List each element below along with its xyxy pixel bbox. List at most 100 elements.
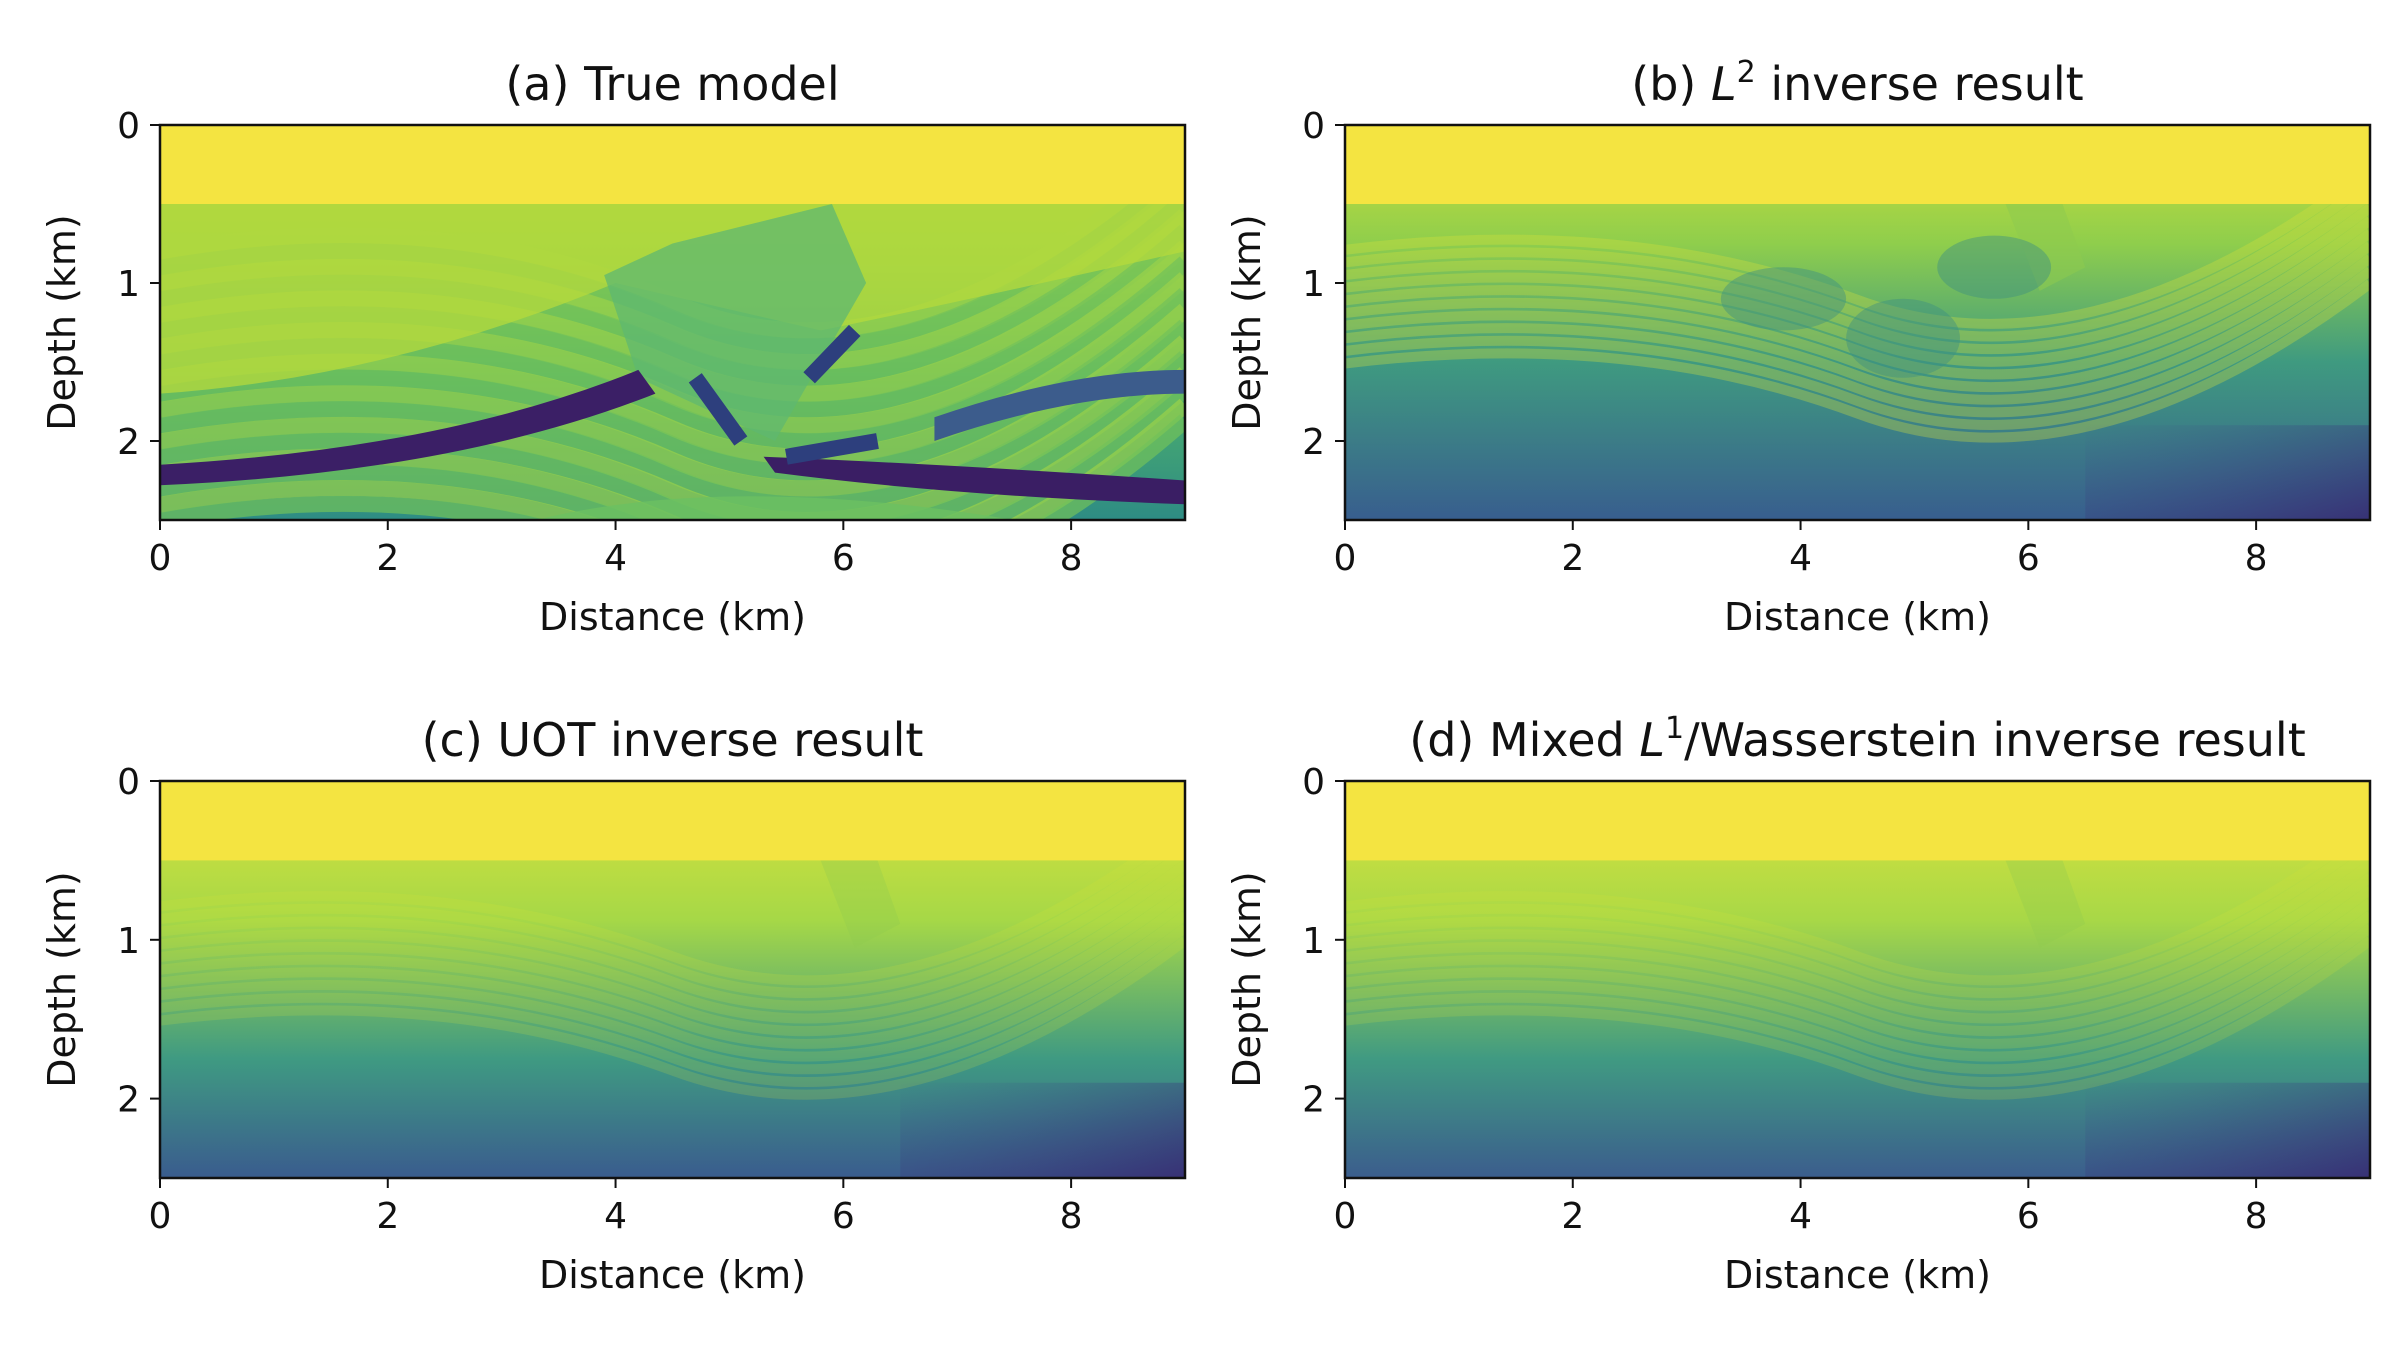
x-tick-label: 8 [2245, 538, 2268, 579]
water-layer [1345, 781, 2370, 861]
panel-d: 0 2 4 6 8 0 1 2 Distance (km) Depth (km) (d) Mixed… [1225, 711, 2372, 1297]
stratum-shadow [1345, 266, 2370, 430]
stratum-line [160, 414, 1185, 520]
stratum-shadow [160, 936, 1185, 1100]
y-tick-label: 2 [117, 422, 140, 463]
heatmap-image [1345, 125, 2370, 520]
x-tick-label: 6 [832, 1196, 855, 1237]
x-axis-label: Distance (km) [1724, 1253, 1991, 1297]
panel-title: (d) Mixed L1/Wasserstein inverse result [1409, 711, 2306, 767]
stratum-shadow [1345, 936, 2370, 1100]
x-tick-label: 8 [1060, 538, 1083, 579]
stratum-shadow [1345, 241, 2370, 405]
y-tick-label: 0 [117, 106, 140, 147]
panel-title-superscript: 1 [1665, 711, 1684, 746]
deep-corner [900, 1082, 1185, 1178]
stratum-shadow [1345, 822, 2370, 986]
panel-title-prefix: (d) Mixed [1409, 713, 1639, 767]
stratum-line [160, 398, 1185, 520]
fault-notch [2005, 860, 2086, 948]
stratum-shadow [160, 911, 1185, 1075]
stratum-shadow [160, 847, 1185, 1011]
stratum-shadow [1345, 847, 2370, 1011]
x-tick-label: 0 [1334, 538, 1357, 579]
x-axis-label: Distance (km) [1724, 595, 1991, 639]
stratum-shadow [1345, 203, 2370, 367]
x-tick-label: 4 [1789, 1196, 1812, 1237]
stratum-shadow [160, 898, 1185, 1062]
y-tick-label: 2 [117, 1080, 140, 1121]
x-tick-label: 4 [604, 538, 627, 579]
fault-streak [688, 373, 748, 446]
x-tick-label: 2 [376, 1196, 399, 1237]
y-tick-label: 0 [1302, 106, 1325, 147]
stratum-shadow [1345, 834, 2370, 999]
fault-notch [2005, 204, 2086, 291]
panel-a: 0 2 4 6 8 0 1 2 Distance (km) Depth (km) (a) True … [40, 57, 1187, 639]
fault-block [604, 204, 867, 441]
stratum-shadow [160, 885, 1185, 1049]
axes-frame [158, 123, 1187, 522]
panel-title-prefix: (b) [1631, 57, 1711, 111]
panel-title-prefix: (a) True model [505, 57, 839, 111]
axes-frame [1343, 779, 2372, 1180]
stratum-shadow [1345, 860, 2370, 1024]
stratum-shadow [160, 822, 1185, 986]
fault-streak [785, 433, 879, 465]
y-tick-label: 2 [1302, 422, 1325, 463]
stratum-shadow [160, 873, 1185, 1037]
dark-layer-right [763, 456, 1185, 505]
panel-title: (a) True model [505, 57, 839, 111]
stratum-shadow [1345, 923, 2370, 1087]
panel-title-symbol: L [1711, 57, 1737, 111]
panel-title-suffix: inverse result [1756, 57, 2084, 111]
y-tick-label: 0 [1302, 762, 1325, 803]
panel-title: (b) L2 inverse result [1631, 55, 2083, 111]
stratum-shadow [1345, 885, 2370, 1049]
bottom-band [535, 496, 1015, 520]
fault-streak [803, 324, 861, 384]
l2-artifact [1846, 298, 1960, 378]
stratum-shadow [1345, 279, 2370, 443]
stratum-shadow [1345, 178, 2370, 342]
stratum-line [160, 382, 1185, 520]
x-tick-label: 2 [376, 538, 399, 579]
stratum-shadow [1345, 229, 2370, 393]
y-axis-label: Depth (km) [1225, 214, 1269, 431]
water-layer [160, 781, 1185, 861]
l2-artifact [1937, 235, 2052, 299]
x-tick-label: 2 [1561, 1196, 1584, 1237]
stratum-shadow [160, 834, 1185, 999]
y-axis-label: Depth (km) [40, 871, 84, 1088]
dark-layer-left [160, 369, 656, 486]
stratum-line [160, 303, 1185, 497]
stratum-shadow [1345, 165, 2370, 329]
panel-title-superscript: 2 [1737, 55, 1756, 90]
panel-title-symbol: L [1639, 713, 1665, 767]
deep-corner [2085, 1082, 2370, 1178]
stratum-shadow [1345, 254, 2370, 418]
y-tick-label: 1 [1302, 921, 1325, 962]
x-axis-label: Distance (km) [539, 595, 806, 639]
y-tick-label: 1 [117, 921, 140, 962]
x-tick-label: 4 [1789, 538, 1812, 579]
stratum-shadow [1345, 898, 2370, 1062]
axes-frame [1343, 123, 2372, 522]
panel-title-prefix: (c) UOT inverse result [422, 713, 924, 767]
x-tick-label: 4 [604, 1196, 627, 1237]
y-tick-label: 0 [117, 762, 140, 803]
x-tick-label: 2 [1561, 538, 1584, 579]
stratum-shadow [160, 860, 1185, 1024]
y-tick-label: 2 [1302, 1080, 1325, 1121]
panels-root: 0 2 4 6 8 0 1 2 Distance (km) Depth (km) (a) True … [40, 55, 2372, 1297]
x-tick-label: 8 [1060, 1196, 1083, 1237]
y-tick-label: 1 [117, 264, 140, 305]
heatmap-image [160, 125, 1185, 520]
water-layer [160, 125, 1185, 204]
axes-frame [158, 779, 1187, 1180]
x-tick-label: 6 [2017, 1196, 2040, 1237]
x-tick-label: 0 [1334, 1196, 1357, 1237]
x-tick-label: 0 [149, 538, 172, 579]
y-tick-label: 1 [1302, 264, 1325, 305]
